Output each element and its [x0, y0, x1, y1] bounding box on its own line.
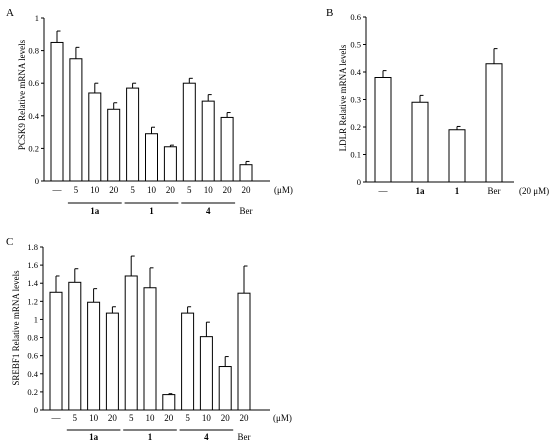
group-label-ber: Ber	[240, 206, 253, 216]
y-tick-label: 0.6	[350, 12, 361, 22]
y-tick-label: 0.6	[27, 351, 38, 361]
x-tick-label: 1	[455, 186, 460, 196]
x-tick-label: 20	[223, 185, 233, 195]
chart-panel-b: B LDLR Relative mRNA levels 0 0.1 0.2 0.3 0.…	[326, 7, 549, 196]
y-tick-label: 0.4	[27, 369, 38, 379]
bar	[124, 275, 138, 411]
x-tick-label: 20	[242, 185, 252, 195]
x-tick-label: Ber	[488, 186, 501, 196]
y-tick-label: 1.2	[27, 296, 38, 306]
bar	[87, 301, 101, 411]
bar	[162, 394, 176, 411]
y-tick-label: 0.8	[27, 333, 38, 343]
bars-layer-a: 0 0.2 0.4 0.6 0.8 1 — 5 10 20 5 10 20 5 10 20 20 (μM) 1a 1 4…	[28, 13, 292, 216]
y-tick-label: 0	[357, 177, 361, 187]
y-tick-label: 0.4	[28, 111, 39, 121]
panel-label-b: B	[326, 7, 333, 19]
y-tick-label: 0.1	[350, 150, 361, 160]
x-tick-label: —	[52, 185, 63, 195]
x-tick-label: 20	[164, 413, 174, 423]
bar	[143, 287, 157, 411]
unit-label: (20 μM)	[519, 186, 549, 196]
y-axis-label-a: PCSK9 Relative mRNA levels	[17, 39, 27, 150]
y-tick-label: 0.2	[27, 387, 38, 397]
bar	[145, 133, 158, 182]
group-label: 4	[206, 206, 211, 216]
bar	[201, 100, 215, 182]
x-tick-label: 10	[147, 185, 157, 195]
y-tick-label: 1	[34, 314, 38, 324]
y-axis-label-c: SREBF1 Relative mRNA levels	[11, 270, 21, 386]
y-tick-label: 0.2	[350, 122, 361, 132]
x-tick-label: 5	[185, 413, 190, 423]
x-tick-label: 20	[240, 413, 250, 423]
x-tick-label: 10	[90, 185, 100, 195]
x-tick-label: 5	[73, 413, 78, 423]
unit-label: (μM)	[273, 413, 292, 423]
bar	[182, 82, 196, 182]
bar	[199, 336, 213, 411]
bar	[218, 366, 232, 411]
group-label: 1	[149, 206, 154, 216]
chart-panel-c: C SREBF1 Relative mRNA levels 0 0.2 0.4 0.6…	[6, 236, 292, 442]
chart-panel-a: A PCSK9 Relative mRNA levels 00.20.40.60…	[6, 7, 293, 216]
group-label: 1a	[90, 206, 100, 216]
bar	[411, 101, 429, 183]
bar	[126, 87, 140, 182]
y-tick-label: 0.5	[350, 40, 361, 50]
x-tick-label: 1a	[416, 186, 426, 196]
bar	[220, 116, 234, 182]
bar	[181, 312, 195, 411]
y-tick-label: 0.8	[28, 46, 39, 56]
x-tick-label: 10	[204, 185, 214, 195]
bar	[68, 281, 82, 411]
x-tick-label: 20	[166, 185, 176, 195]
group-label: 1a	[89, 432, 99, 442]
panel-label-c: C	[6, 236, 13, 248]
group-label: 4	[204, 432, 209, 442]
x-tick-label: 5	[130, 185, 135, 195]
y-tick-label: 0	[35, 176, 39, 186]
x-tick-label: 10	[146, 413, 156, 423]
y-tick-label: 0.2	[28, 143, 39, 153]
x-tick-label: 5	[129, 413, 134, 423]
y-tick-label: 1.6	[27, 260, 38, 270]
y-tick-label: 0.3	[350, 95, 361, 105]
bar	[448, 129, 466, 183]
bar	[107, 108, 121, 182]
bar	[49, 291, 63, 411]
bars-layer-c: 0 0.2 0.4 0.6 0.8 1 1.2 1.4 1.6 1.8 — 5 10 20 5 10 20 5 10…	[27, 242, 291, 442]
bar	[69, 58, 83, 182]
y-tick-label: 0	[34, 405, 38, 415]
bar	[485, 63, 503, 183]
bar	[105, 312, 119, 411]
x-tick-label: 5	[74, 185, 79, 195]
x-tick-label: —	[378, 186, 389, 196]
bar	[237, 292, 251, 411]
bars-layer-b: 0 0.1 0.2 0.3 0.4 0.5 0.6 — 1a 1 Ber (20 μM)	[350, 12, 549, 196]
x-tick-label: 10	[89, 413, 99, 423]
y-axis-label-b: LDLR Relative mRNA levels	[338, 44, 348, 151]
bar	[163, 146, 177, 182]
x-tick-label: 20	[108, 413, 118, 423]
unit-label: (μM)	[274, 185, 293, 195]
bar	[374, 77, 392, 183]
y-tick-label: 0.6	[28, 78, 39, 88]
bar	[239, 164, 253, 182]
x-tick-label: 10	[202, 413, 212, 423]
y-tick-label: 0.4	[350, 67, 361, 77]
x-tick-label: 20	[221, 413, 231, 423]
y-tick-label: 1	[35, 13, 39, 23]
x-tick-label: —	[51, 413, 62, 423]
y-tick-label: 1.8	[27, 242, 38, 252]
x-tick-label: 20	[109, 185, 119, 195]
x-tick-label: 5	[187, 185, 192, 195]
bar	[88, 92, 102, 182]
group-label: 1	[148, 432, 153, 442]
bar	[50, 41, 64, 182]
group-label-ber: Ber	[238, 432, 251, 442]
panel-label-a: A	[6, 7, 14, 19]
y-tick-label: 1.4	[27, 278, 38, 288]
